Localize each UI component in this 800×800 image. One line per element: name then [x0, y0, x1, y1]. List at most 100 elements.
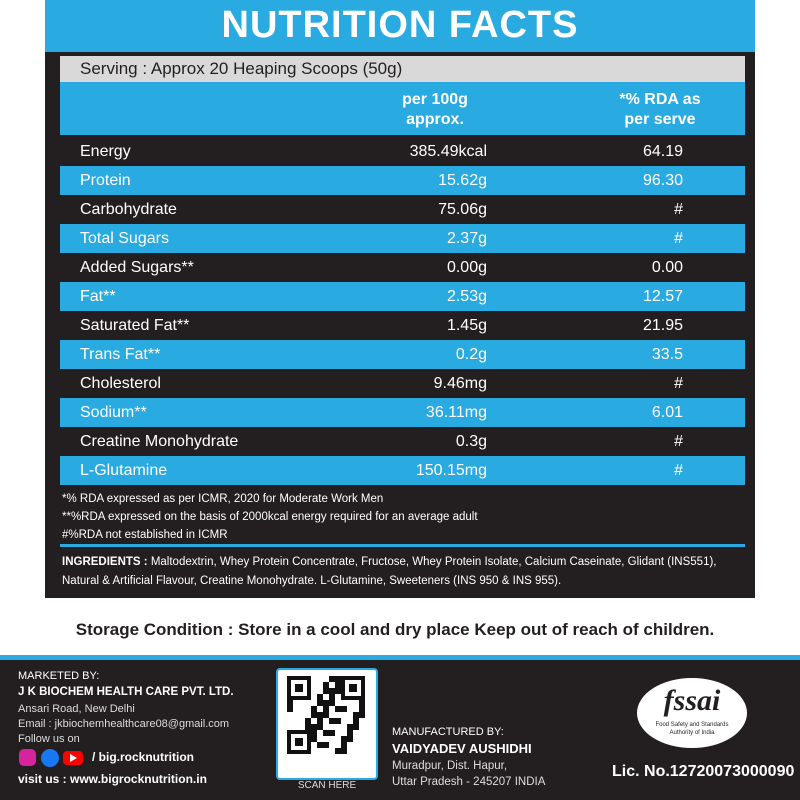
- table-row: Energy 385.49kcal 64.19: [60, 137, 745, 166]
- title-band: [45, 0, 755, 52]
- marketed-address: Ansari Road, New Delhi: [18, 703, 135, 715]
- qr-module: [359, 706, 365, 712]
- nutrient: L-Glutamine: [80, 462, 168, 479]
- qr-module: [335, 682, 341, 688]
- qr-module: [317, 724, 323, 730]
- header-band: [60, 82, 745, 135]
- handle: / big.rocknutrition: [92, 750, 194, 764]
- table-row: Added Sugars** 0.00g 0.00: [60, 253, 745, 282]
- qr-module: [335, 688, 341, 694]
- qr-module: [317, 742, 323, 748]
- per-100g: 75.06g: [438, 201, 487, 218]
- serving-band: [60, 56, 745, 82]
- qr-module: [311, 712, 317, 718]
- nutrient: Saturated Fat**: [80, 317, 190, 334]
- qr-finder: [349, 684, 357, 692]
- qr-code: [287, 676, 365, 754]
- column-header-line: per 100g: [402, 91, 468, 108]
- rda: 12.57: [642, 288, 683, 305]
- per-100g: 0.2g: [455, 346, 487, 363]
- manufactured-heading: MANUFACTURED BY:: [392, 726, 504, 738]
- qr-module: [323, 682, 329, 688]
- qr-module: [347, 730, 353, 736]
- qr-module: [353, 712, 359, 718]
- footer-stripe: [0, 655, 800, 660]
- footnote: #%RDA not established in ICMR: [62, 529, 228, 541]
- table-row: Sodium** 36.11mg 6.01: [60, 398, 745, 427]
- rda: #: [674, 230, 683, 247]
- marketed-email: Email : jkbiochemhealthcare08@gmail.com: [18, 718, 230, 730]
- manufactured-company: VAIDYADEV AUSHIDHI: [392, 741, 532, 756]
- per-100g: 9.46mg: [433, 375, 487, 392]
- table-row: Trans Fat** 0.2g 33.5: [60, 340, 745, 369]
- qr-module: [311, 730, 317, 736]
- qr-module: [287, 706, 293, 712]
- qr-finder: [287, 730, 311, 754]
- qr-module: [287, 700, 293, 706]
- table-row: Saturated Fat** 1.45g 21.95: [60, 311, 745, 340]
- rda: #: [674, 433, 683, 450]
- qr-module: [359, 700, 365, 706]
- nutrient: Trans Fat**: [80, 346, 161, 363]
- table-row: Cholesterol 9.46mg #: [60, 369, 745, 398]
- website: visit us : www.bigrocknutrition.in: [18, 772, 207, 786]
- qr-module: [335, 748, 341, 754]
- storage: Storage Condition : Store in a cool and …: [75, 620, 715, 639]
- rda: 64.19: [642, 143, 683, 160]
- nutrient: Energy: [80, 143, 131, 160]
- qr-finder: [341, 676, 365, 700]
- qr-module: [323, 742, 329, 748]
- per-100g: 1.45g: [446, 317, 487, 334]
- table-row: Protein 15.62g 96.30: [60, 166, 745, 195]
- nutrient: Creatine Monohydrate: [80, 433, 239, 450]
- qr-module: [329, 694, 335, 700]
- social-icons: [19, 749, 83, 767]
- ingredients-label: INGREDIENTS :: [62, 556, 148, 568]
- qr-module: [317, 700, 323, 706]
- column-header-line: approx.: [406, 111, 464, 128]
- qr-module: [323, 712, 329, 718]
- per-100g: 0.3g: [455, 433, 487, 450]
- per-100g: 150.15mg: [415, 462, 487, 479]
- table-row: Creatine Monohydrate 0.3g #: [60, 427, 745, 456]
- per-100g: 2.37g: [446, 230, 487, 247]
- per-100g: 0.00g: [446, 259, 487, 276]
- fssai-text: Authority of India: [669, 730, 715, 736]
- manufactured-address: Uttar Pradesh - 245207 INDIA: [392, 776, 546, 788]
- table-row: Carbohydrate 75.06g #: [60, 195, 745, 224]
- qr-module: [341, 742, 347, 748]
- table-row: L-Glutamine 150.15mg #: [60, 456, 745, 485]
- serving: Serving : Approx 20 Heaping Scoops (50g): [80, 59, 403, 78]
- qr-module: [341, 736, 347, 742]
- qr-module: [335, 676, 341, 682]
- nutrient: Fat**: [80, 288, 116, 305]
- nutrient: Protein: [80, 172, 131, 189]
- per-100g: 15.62g: [438, 172, 487, 189]
- rda: 21.95: [642, 317, 683, 334]
- instagram-icon: [19, 749, 36, 766]
- qr-module: [311, 706, 317, 712]
- ingredients-text: Maltodextrin, Whey Protein Concentrate, …: [62, 556, 717, 587]
- license: Lic. No.12720073000090: [612, 763, 795, 780]
- qr-module: [323, 688, 329, 694]
- qr-module: [329, 700, 335, 706]
- qr-module: [329, 676, 335, 682]
- nutrient: Added Sugars**: [80, 259, 194, 276]
- qr-module: [341, 706, 347, 712]
- footnote: **%RDA expressed on the basis of 2000kca…: [62, 511, 478, 523]
- qr-module: [317, 694, 323, 700]
- per-100g: 2.53g: [446, 288, 487, 305]
- nutrient: Cholesterol: [80, 375, 161, 392]
- column-header: per 100g approx.: [360, 90, 510, 130]
- qr-module: [317, 718, 323, 724]
- qr-module: [347, 736, 353, 742]
- follow: Follow us on: [18, 733, 80, 745]
- qr-module: [317, 712, 323, 718]
- footnotes: *% RDA expressed as per ICMR, 2020 for M…: [62, 490, 478, 544]
- nutrient: Sodium**: [80, 404, 147, 421]
- table-row: Total Sugars 2.37g #: [60, 224, 745, 253]
- marketed-heading: MARKETED BY:: [18, 670, 100, 682]
- manufactured-address: Muradpur, Dist. Hapur,: [392, 760, 508, 772]
- qr-module: [353, 724, 359, 730]
- qr-module: [323, 730, 329, 736]
